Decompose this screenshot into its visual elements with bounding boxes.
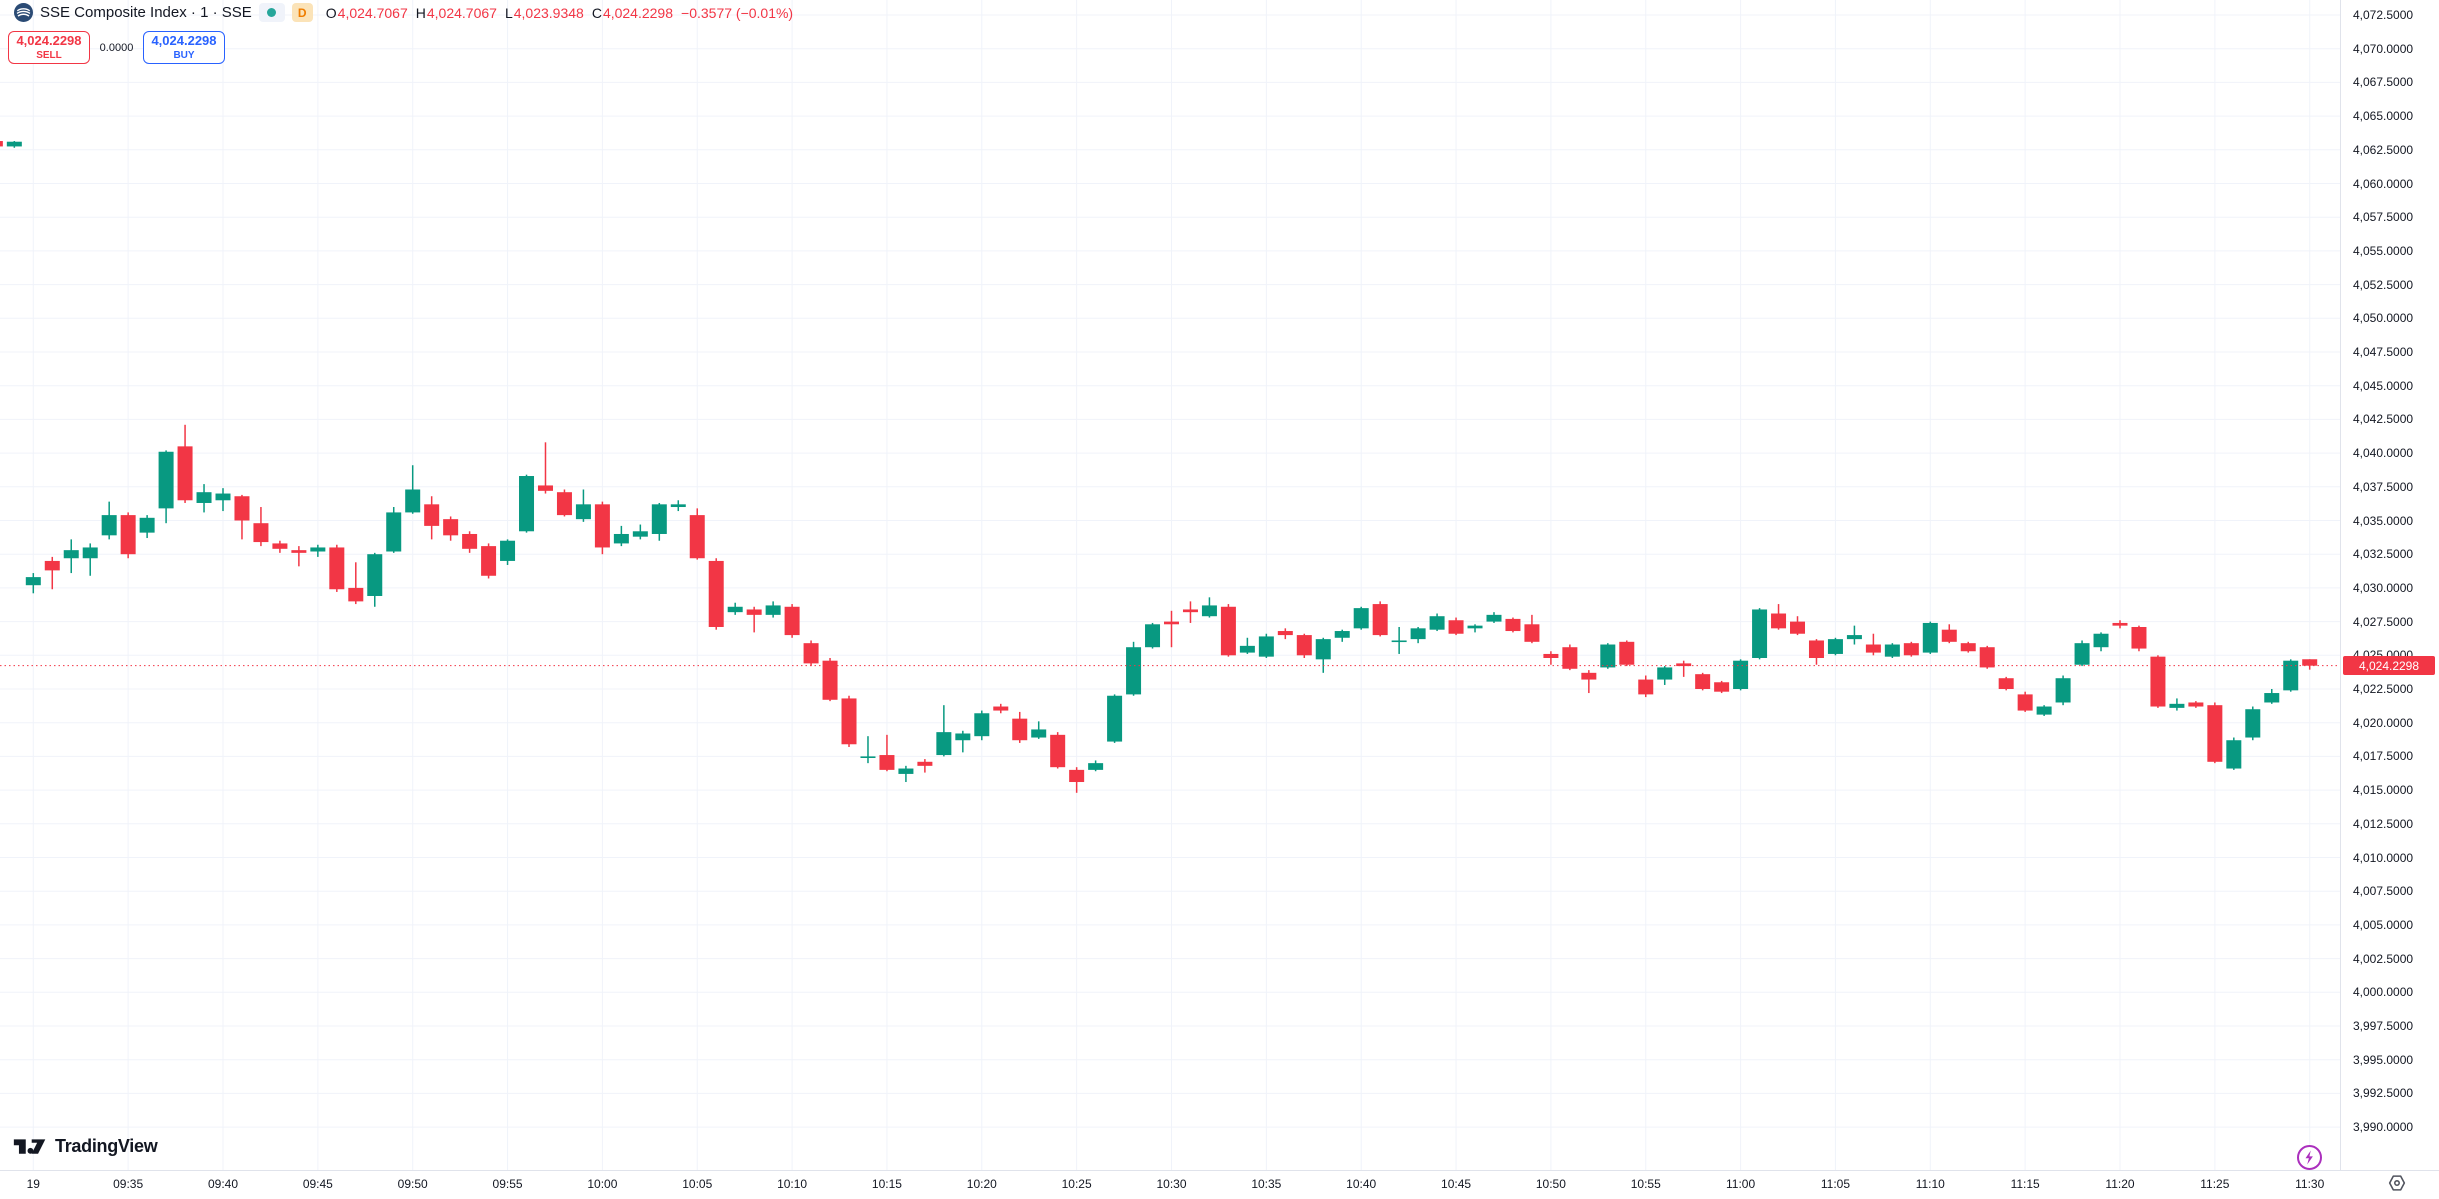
spread-value: 0.0000: [99, 41, 134, 54]
price-tick: 4,002.5000: [2353, 951, 2414, 966]
time-tick: 11:25: [2200, 1177, 2230, 1191]
high-label: H: [415, 4, 426, 21]
open-value: 4,024.7067: [337, 4, 408, 21]
chart-canvas[interactable]: SSE Composite Index · 1 · SSE D O 4,024.…: [0, 0, 2340, 1170]
data-mode-badge: D: [291, 3, 313, 22]
time-tick: 10:05: [682, 1177, 713, 1191]
price-tick: 4,045.0000: [2353, 378, 2414, 393]
price-axis[interactable]: 3,990.0000 3,992.5000 3,995.0000 3,997.5000…: [2340, 0, 2439, 1199]
time-tick: 10:40: [1346, 1177, 1377, 1191]
price-tick: 4,052.5000: [2353, 277, 2414, 292]
price-tick: 3,992.5000: [2353, 1086, 2414, 1101]
change-value: −0.3577 (−0.01%): [681, 4, 794, 21]
price-tick: 4,072.5000: [2353, 8, 2414, 22]
symbol-header: SSE Composite Index · 1 · SSE D O 4,024.…: [14, 3, 793, 22]
tradingview-logo-icon: [13, 1137, 47, 1157]
open-label: O: [325, 4, 337, 21]
time-tick: 10:50: [1535, 1177, 1566, 1191]
time-tick: 10:10: [777, 1177, 808, 1191]
time-tick: 09:45: [302, 1177, 333, 1191]
high-value: 4,024.7067: [426, 4, 497, 21]
time-tick: 10:25: [1061, 1177, 1092, 1191]
price-tick: 4,070.0000: [2353, 41, 2414, 56]
last-price-label: 4,024.2298: [2343, 656, 2435, 676]
time-tick: 10:30: [1156, 1177, 1187, 1191]
buy-price: 4,024.2298: [151, 33, 217, 49]
time-tick: 09:40: [207, 1177, 239, 1191]
time-tick: 11:05: [1820, 1177, 1850, 1191]
sell-label: SELL: [36, 49, 62, 61]
tradingview-logo[interactable]: TradingView: [13, 1136, 158, 1157]
price-tick: 4,067.5000: [2353, 75, 2414, 90]
time-tick: 11:15: [2010, 1177, 2040, 1191]
price-tick: 4,065.0000: [2353, 109, 2414, 124]
time-tick: 10:00: [587, 1177, 618, 1191]
price-tick: 4,050.0000: [2353, 311, 2414, 326]
time-tick: 11:00: [1726, 1177, 1756, 1191]
price-tick: 4,010.0000: [2353, 850, 2414, 865]
price-tick: 3,995.0000: [2353, 1052, 2414, 1067]
sell-button[interactable]: 4,024.2298 SELL: [8, 31, 90, 64]
price-tick: 4,060.0000: [2353, 176, 2414, 191]
price-tick: 4,007.5000: [2353, 884, 2414, 899]
time-tick: 09:50: [397, 1177, 428, 1191]
time-tick: 19: [26, 1177, 40, 1191]
price-tick: 4,057.5000: [2353, 210, 2414, 225]
time-tick: 11:10: [1915, 1177, 1945, 1191]
price-tick: 4,020.0000: [2353, 715, 2414, 730]
close-value: 4,024.2298: [602, 4, 674, 21]
price-tick: 4,042.5000: [2353, 412, 2414, 427]
buy-button[interactable]: 4,024.2298 BUY: [143, 31, 225, 64]
price-tick: 4,005.0000: [2353, 917, 2414, 932]
time-tick: 10:35: [1251, 1177, 1282, 1191]
price-tick: 4,037.5000: [2353, 479, 2414, 494]
time-tick: 10:20: [966, 1177, 997, 1191]
low-value: 4,023.9348: [513, 4, 584, 21]
quick-trade-panel: 4,024.2298 SELL 0.0000 4,024.2298 BUY: [8, 31, 225, 64]
price-tick: 4,055.0000: [2353, 243, 2414, 258]
low-label: L: [504, 4, 513, 21]
candlestick-plot[interactable]: [0, 0, 2340, 1170]
price-tick: 3,990.0000: [2353, 1120, 2414, 1135]
price-tick: 4,047.5000: [2353, 345, 2414, 359]
price-tick: 4,030.0000: [2353, 580, 2414, 595]
close-label: C: [591, 4, 602, 21]
price-tick: 4,032.5000: [2353, 547, 2414, 562]
price-tick: 4,022.5000: [2353, 682, 2414, 696]
axis-settings-icon[interactable]: [2386, 1172, 2408, 1199]
price-tick: 4,017.5000: [2353, 749, 2414, 764]
sse-exchange-logo-icon: [14, 3, 33, 22]
tradingview-logo-text: TradingView: [55, 1136, 158, 1156]
time-tick: 10:55: [1630, 1177, 1661, 1191]
time-tick: 10:15: [871, 1177, 902, 1191]
sell-price: 4,024.2298: [16, 33, 82, 49]
price-tick: 4,027.5000: [2353, 614, 2414, 629]
price-tick: 3,997.5000: [2353, 1019, 2414, 1033]
price-tick: 4,015.0000: [2353, 783, 2414, 798]
instant-trading-flash-icon[interactable]: [2296, 1144, 2323, 1176]
ohlc-readout: O 4,024.7067 H 4,024.7067 L 4,023.9348 C…: [326, 5, 793, 21]
market-open-dot-icon: [267, 8, 277, 17]
symbol-title[interactable]: SSE Composite Index · 1 · SSE: [40, 4, 252, 21]
buy-label: BUY: [173, 49, 195, 61]
price-tick: 4,035.0000: [2353, 513, 2414, 528]
last-price-value: 4,024.2298: [2358, 658, 2420, 673]
time-tick: 09:35: [113, 1177, 144, 1191]
time-tick: 09:55: [492, 1177, 523, 1191]
time-tick: 11:20: [2105, 1177, 2135, 1191]
time-tick: 10:45: [1441, 1177, 1472, 1191]
price-tick: 4,062.5000: [2353, 142, 2414, 157]
price-tick: 4,040.0000: [2353, 446, 2414, 461]
time-axis[interactable]: 19 09:35 09:40 09:45 09:50 09:55 10:00 10:05 10:…: [0, 1170, 2439, 1199]
time-tick: 11:30: [2295, 1177, 2325, 1191]
price-tick: 4,012.5000: [2353, 816, 2414, 831]
market-status-badge: [258, 3, 285, 22]
price-tick: 4,000.0000: [2353, 985, 2414, 1000]
